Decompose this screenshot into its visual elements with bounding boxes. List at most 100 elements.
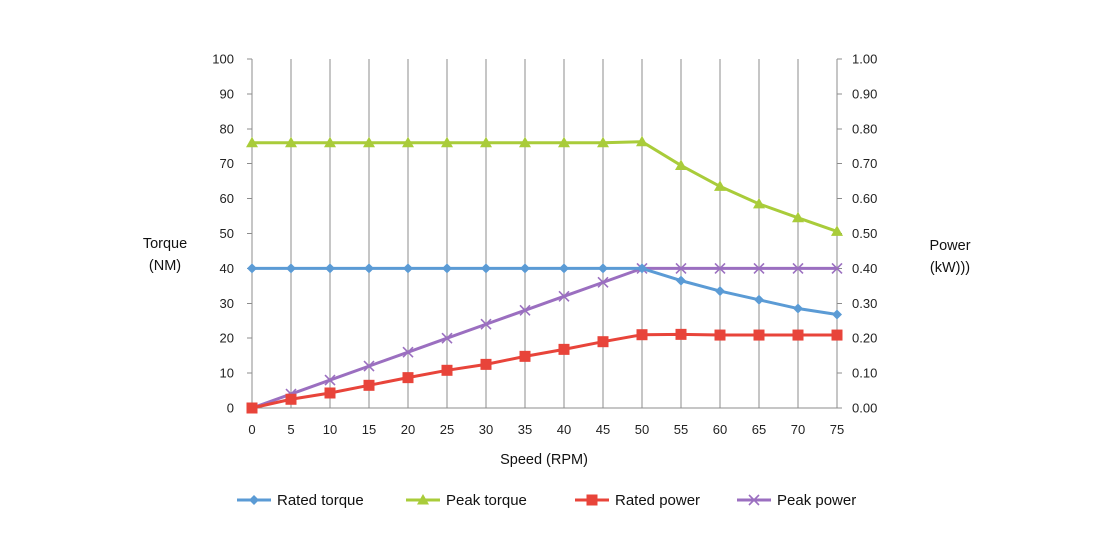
- series-layer: [246, 135, 843, 414]
- point-peak-torque-12: [714, 180, 726, 191]
- x-tick-label-9: 45: [596, 422, 610, 437]
- point-rated-power-12: [714, 329, 726, 341]
- point-peak-power-15: [831, 262, 843, 274]
- legend-label-rated-torque: Rated torque: [277, 492, 364, 509]
- point-rated-power-14: [792, 329, 804, 341]
- point-peak-power-13: [753, 262, 765, 274]
- point-peak-torque-11: [675, 159, 687, 170]
- series-line-rated-torque: [252, 266, 838, 316]
- series-rated-torque: [247, 263, 842, 320]
- point-rated-power-7: [519, 350, 531, 362]
- point-peak-power-2: [324, 374, 336, 386]
- point-rated-torque-15: [832, 309, 842, 320]
- x-axis-ticks: 0 5 10 15 20 25 30 35 40 45 50 55 60 65 70 75: [248, 422, 844, 437]
- legend-label-peak-torque: Peak torque: [446, 492, 527, 509]
- point-peak-power-6: [480, 318, 492, 330]
- y-left-tick-label-1: 10: [220, 366, 234, 381]
- y-right-tick-label-7: 0.70: [852, 156, 877, 171]
- point-peak-torque-9: [597, 136, 609, 148]
- point-rated-torque-7: [520, 263, 530, 274]
- x-tick-label-6: 30: [479, 422, 493, 437]
- point-rated-power-8: [558, 343, 570, 355]
- point-peak-power-5: [441, 332, 453, 344]
- y-left-tick-label-0: 0: [227, 401, 234, 416]
- series-line-peak-power: [251, 266, 837, 410]
- point-rated-torque-13: [754, 294, 764, 305]
- y-right-tick-label-4: 0.40: [852, 261, 877, 276]
- point-rated-power-4: [402, 372, 414, 384]
- y-left-tick-label-7: 70: [220, 156, 234, 171]
- legend-swatch-marker-peak-power: [748, 494, 760, 506]
- point-peak-power-8: [558, 290, 570, 302]
- y-right-tick-label-10: 1.00: [852, 52, 877, 67]
- point-peak-torque-0: [246, 136, 258, 148]
- series-peak-torque: [246, 135, 843, 236]
- point-rated-power-2: [324, 387, 336, 399]
- y-axis-left-title-line2: (NM): [149, 258, 181, 274]
- point-peak-torque-13: [753, 197, 765, 209]
- y-left-tick-label-4: 40: [220, 261, 234, 276]
- point-rated-torque-4: [403, 263, 413, 274]
- point-rated-torque-9: [598, 263, 608, 274]
- series-line-peak-torque: [252, 140, 838, 233]
- y-right-tick-label-8: 0.80: [852, 121, 877, 136]
- y-left-tick-label-9: 90: [220, 86, 234, 101]
- point-peak-torque-1: [285, 136, 297, 148]
- point-rated-power-3: [363, 379, 375, 391]
- x-tick-label-3: 15: [362, 422, 376, 437]
- x-tick-label-0: 0: [248, 422, 255, 437]
- y-axis-right-title-line1: Power: [929, 238, 970, 254]
- point-rated-power-10: [636, 329, 648, 341]
- x-tick-label-10: 50: [635, 422, 649, 437]
- series-line-rated-power: [251, 332, 837, 410]
- point-rated-torque-2: [325, 263, 335, 274]
- point-peak-torque-8: [558, 136, 570, 148]
- point-peak-torque-15: [831, 225, 843, 236]
- point-peak-torque-14: [792, 211, 804, 223]
- point-peak-power-12: [714, 262, 726, 274]
- legend-swatch-marker-rated-torque: [249, 495, 259, 505]
- series-rated-power: [246, 328, 843, 414]
- legend-item-rated-torque: Rated torque: [237, 492, 364, 509]
- legend: Rated torque Peak torque Rated power Peak p…: [237, 492, 856, 509]
- point-rated-torque-1: [286, 263, 296, 274]
- y-right-tick-label-9: 0.90: [852, 86, 877, 101]
- y-right-tick-label-1: 0.10: [852, 366, 877, 381]
- y-right-tick-label-0: 0.00: [852, 401, 877, 416]
- point-peak-torque-7: [519, 136, 531, 148]
- point-rated-torque-14: [793, 303, 803, 314]
- y-axis-left-title-line1: Torque: [143, 236, 187, 252]
- y-left-tick-label-6: 60: [220, 191, 234, 206]
- x-tick-label-12: 60: [713, 422, 727, 437]
- legend-item-peak-torque: Peak torque: [406, 492, 527, 509]
- point-rated-power-1: [285, 393, 297, 405]
- y-left-tick-label-3: 30: [220, 296, 234, 311]
- point-rated-power-5: [441, 364, 453, 376]
- y-left-tick-label-2: 20: [220, 331, 234, 346]
- point-rated-torque-5: [442, 263, 452, 274]
- point-rated-power-9: [597, 336, 609, 348]
- point-peak-torque-3: [363, 136, 375, 148]
- legend-item-peak-power: Peak power: [737, 492, 856, 509]
- point-rated-power-13: [753, 329, 765, 341]
- point-peak-power-7: [519, 304, 531, 316]
- point-peak-torque-6: [480, 136, 492, 148]
- y-right-tick-label-3: 0.30: [852, 296, 877, 311]
- point-peak-power-11: [675, 262, 687, 274]
- x-tick-label-5: 25: [440, 422, 454, 437]
- y-axis-right-title-line2: (kW))): [930, 260, 970, 276]
- point-peak-power-14: [792, 262, 804, 274]
- grid-layer: [251, 59, 838, 409]
- legend-label-rated-power: Rated power: [615, 492, 700, 509]
- y-right-tick-label-6: 0.60: [852, 191, 877, 206]
- point-peak-power-3: [363, 360, 375, 372]
- y-left-tick-label-5: 50: [220, 226, 234, 241]
- x-tick-label-4: 20: [401, 422, 415, 437]
- point-rated-torque-8: [559, 263, 569, 274]
- x-axis-title: Speed (RPM): [500, 452, 588, 468]
- x-tick-label-7: 35: [518, 422, 532, 437]
- point-rated-torque-12: [715, 286, 725, 297]
- point-peak-torque-5: [441, 136, 453, 148]
